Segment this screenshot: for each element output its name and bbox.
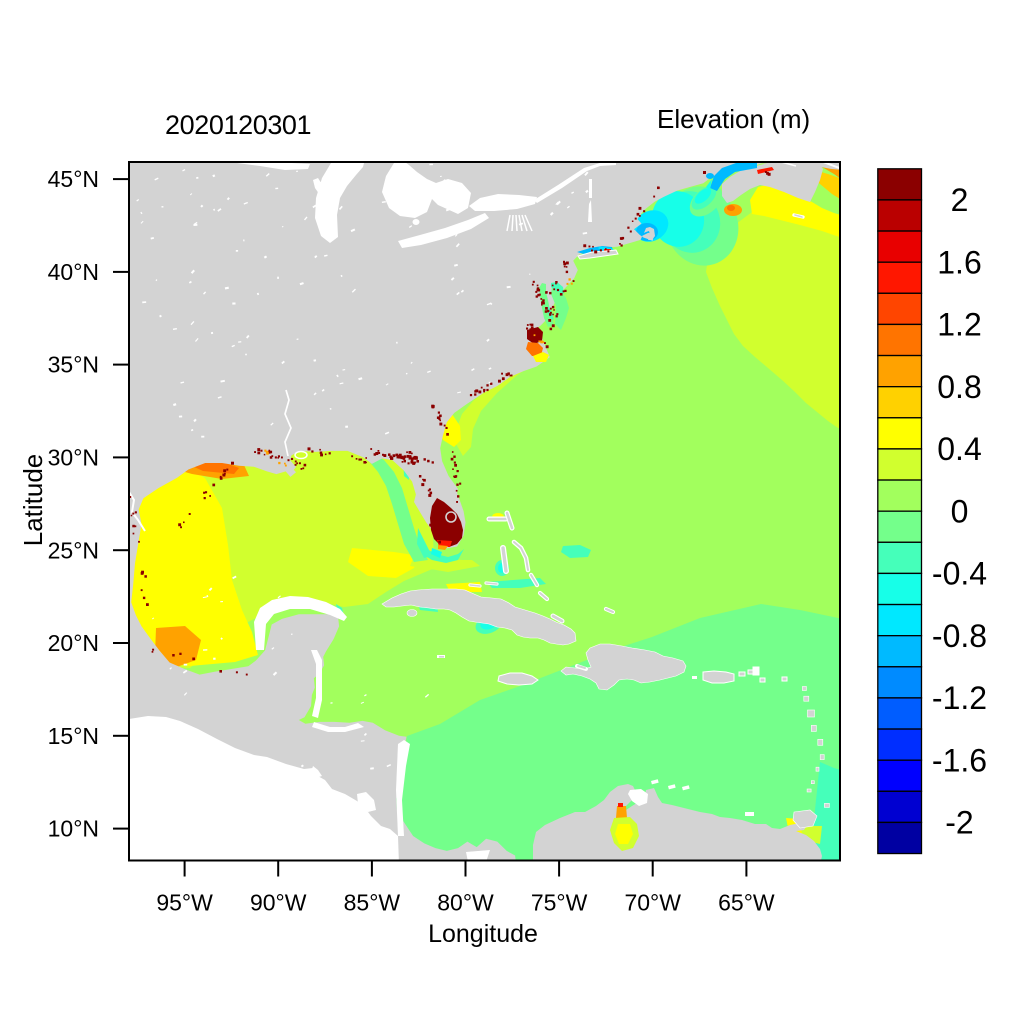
svg-text:-0.8: -0.8 [932, 618, 987, 654]
svg-text:70°W: 70°W [624, 890, 681, 916]
svg-text:75°W: 75°W [531, 890, 588, 916]
svg-text:90°W: 90°W [250, 890, 307, 916]
svg-text:20°N: 20°N [48, 630, 99, 656]
svg-text:35°N: 35°N [48, 352, 99, 378]
svg-text:0: 0 [951, 493, 969, 529]
svg-text:65°W: 65°W [718, 890, 775, 916]
svg-text:80°W: 80°W [437, 890, 494, 916]
svg-text:0.8: 0.8 [937, 369, 981, 405]
svg-text:2020120301: 2020120301 [165, 110, 311, 140]
svg-text:0.4: 0.4 [937, 431, 981, 467]
svg-text:2: 2 [951, 182, 969, 218]
svg-text:95°W: 95°W [156, 890, 213, 916]
svg-text:40°N: 40°N [48, 259, 99, 285]
svg-text:-2: -2 [945, 805, 973, 841]
svg-text:1.2: 1.2 [937, 307, 981, 343]
svg-text:10°N: 10°N [48, 816, 99, 842]
svg-text:Latitude: Latitude [18, 454, 48, 547]
svg-text:85°W: 85°W [344, 890, 401, 916]
svg-text:25°N: 25°N [48, 537, 99, 563]
svg-text:Elevation (m): Elevation (m) [657, 104, 810, 134]
svg-text:15°N: 15°N [48, 723, 99, 749]
svg-text:1.6: 1.6 [937, 244, 981, 280]
svg-text:-0.4: -0.4 [932, 556, 987, 592]
svg-text:-1.2: -1.2 [932, 680, 987, 716]
svg-text:Longitude: Longitude [428, 920, 538, 948]
svg-text:-1.6: -1.6 [932, 742, 987, 778]
svg-text:45°N: 45°N [48, 166, 99, 192]
svg-text:30°N: 30°N [48, 444, 99, 470]
